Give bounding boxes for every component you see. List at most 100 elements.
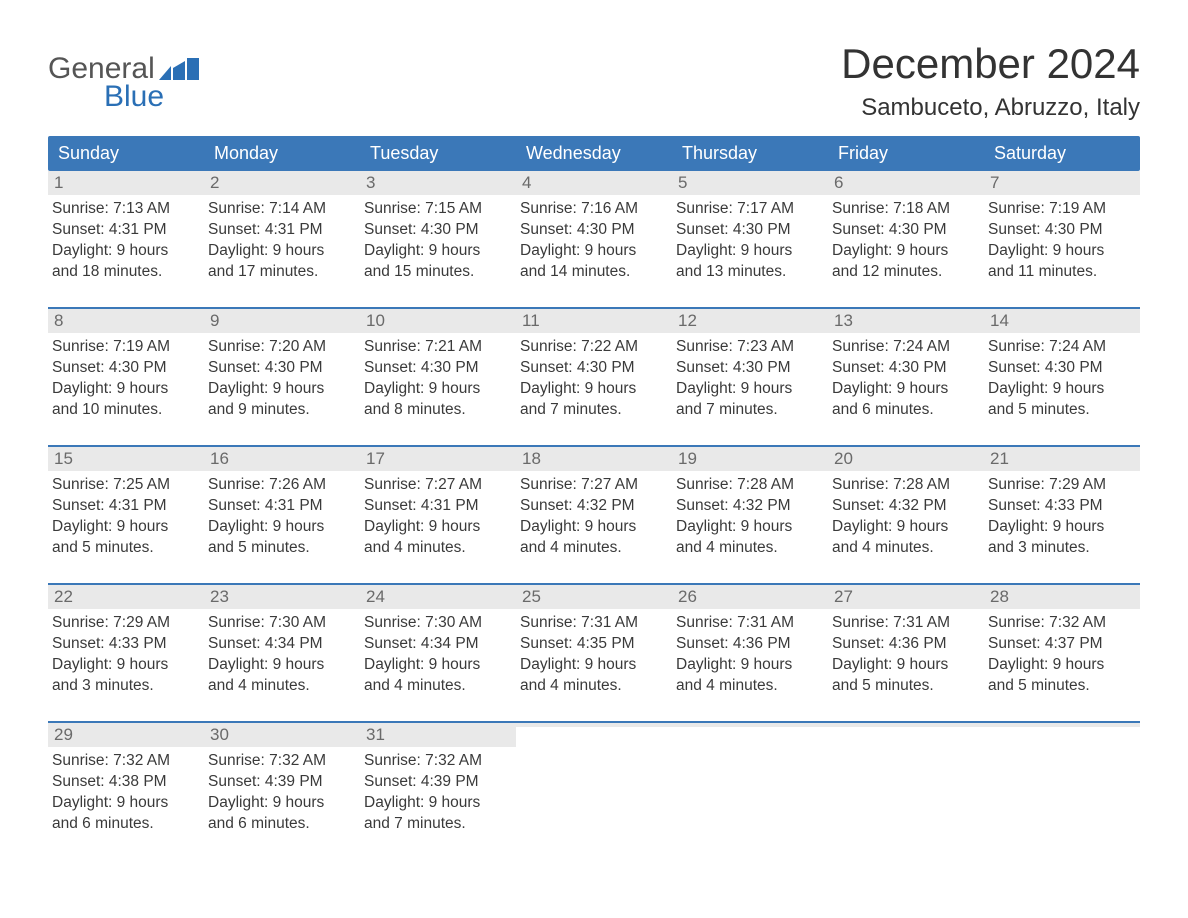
day-content: Sunrise: 7:32 AMSunset: 4:39 PMDaylight:… bbox=[360, 747, 516, 837]
weekday-header: Saturday bbox=[984, 136, 1140, 171]
flag-icon bbox=[159, 58, 199, 80]
weeks-container: 1Sunrise: 7:13 AMSunset: 4:31 PMDaylight… bbox=[48, 171, 1140, 841]
day-number: 7 bbox=[984, 171, 1140, 195]
day-dl1: Daylight: 9 hours bbox=[52, 655, 200, 676]
day-dl2: and 6 minutes. bbox=[52, 814, 200, 835]
day-number: 15 bbox=[48, 447, 204, 471]
day-dl1: Daylight: 9 hours bbox=[52, 793, 200, 814]
day-cell: 4Sunrise: 7:16 AMSunset: 4:30 PMDaylight… bbox=[516, 171, 672, 289]
day-number: 22 bbox=[48, 585, 204, 609]
day-cell: 18Sunrise: 7:27 AMSunset: 4:32 PMDayligh… bbox=[516, 447, 672, 565]
day-dl2: and 10 minutes. bbox=[52, 400, 200, 421]
weekday-header: Friday bbox=[828, 136, 984, 171]
day-content: Sunrise: 7:13 AMSunset: 4:31 PMDaylight:… bbox=[48, 195, 204, 285]
month-title: December 2024 bbox=[841, 40, 1140, 88]
day-sunset: Sunset: 4:30 PM bbox=[988, 358, 1136, 379]
day-cell: 20Sunrise: 7:28 AMSunset: 4:32 PMDayligh… bbox=[828, 447, 984, 565]
location: Sambuceto, Abruzzo, Italy bbox=[841, 94, 1140, 122]
day-dl2: and 4 minutes. bbox=[832, 538, 980, 559]
day-sunset: Sunset: 4:30 PM bbox=[364, 220, 512, 241]
weekday-header: Sunday bbox=[48, 136, 204, 171]
day-dl2: and 7 minutes. bbox=[520, 400, 668, 421]
day-sunrise: Sunrise: 7:32 AM bbox=[364, 751, 512, 772]
day-number: 30 bbox=[204, 723, 360, 747]
weekday-header: Tuesday bbox=[360, 136, 516, 171]
day-sunrise: Sunrise: 7:31 AM bbox=[676, 613, 824, 634]
day-dl1: Daylight: 9 hours bbox=[52, 517, 200, 538]
week-row: 8Sunrise: 7:19 AMSunset: 4:30 PMDaylight… bbox=[48, 307, 1140, 427]
day-sunset: Sunset: 4:36 PM bbox=[832, 634, 980, 655]
day-sunset: Sunset: 4:39 PM bbox=[364, 772, 512, 793]
day-number: 31 bbox=[360, 723, 516, 747]
day-number: 17 bbox=[360, 447, 516, 471]
day-cell: 25Sunrise: 7:31 AMSunset: 4:35 PMDayligh… bbox=[516, 585, 672, 703]
day-content: Sunrise: 7:30 AMSunset: 4:34 PMDaylight:… bbox=[204, 609, 360, 699]
day-content: Sunrise: 7:27 AMSunset: 4:32 PMDaylight:… bbox=[516, 471, 672, 561]
header: General Blue December 2024 Sambuceto, Ab… bbox=[48, 40, 1140, 122]
day-dl1: Daylight: 9 hours bbox=[364, 517, 512, 538]
day-dl1: Daylight: 9 hours bbox=[52, 379, 200, 400]
day-sunrise: Sunrise: 7:31 AM bbox=[832, 613, 980, 634]
day-sunrise: Sunrise: 7:25 AM bbox=[52, 475, 200, 496]
day-sunrise: Sunrise: 7:19 AM bbox=[52, 337, 200, 358]
day-sunrise: Sunrise: 7:21 AM bbox=[364, 337, 512, 358]
day-dl2: and 9 minutes. bbox=[208, 400, 356, 421]
day-content: Sunrise: 7:22 AMSunset: 4:30 PMDaylight:… bbox=[516, 333, 672, 423]
day-sunrise: Sunrise: 7:32 AM bbox=[988, 613, 1136, 634]
day-dl1: Daylight: 9 hours bbox=[208, 793, 356, 814]
day-dl2: and 13 minutes. bbox=[676, 262, 824, 283]
day-sunrise: Sunrise: 7:30 AM bbox=[364, 613, 512, 634]
day-dl1: Daylight: 9 hours bbox=[520, 655, 668, 676]
day-number: 23 bbox=[204, 585, 360, 609]
day-dl2: and 4 minutes. bbox=[520, 538, 668, 559]
day-number: 10 bbox=[360, 309, 516, 333]
day-sunrise: Sunrise: 7:29 AM bbox=[52, 613, 200, 634]
day-dl2: and 5 minutes. bbox=[832, 676, 980, 697]
weekday-header: Monday bbox=[204, 136, 360, 171]
day-sunset: Sunset: 4:30 PM bbox=[988, 220, 1136, 241]
day-content: Sunrise: 7:32 AMSunset: 4:38 PMDaylight:… bbox=[48, 747, 204, 837]
day-sunset: Sunset: 4:39 PM bbox=[208, 772, 356, 793]
day-cell: 1Sunrise: 7:13 AMSunset: 4:31 PMDaylight… bbox=[48, 171, 204, 289]
day-number: 5 bbox=[672, 171, 828, 195]
day-sunset: Sunset: 4:30 PM bbox=[520, 358, 668, 379]
day-cell: 13Sunrise: 7:24 AMSunset: 4:30 PMDayligh… bbox=[828, 309, 984, 427]
day-dl1: Daylight: 9 hours bbox=[676, 655, 824, 676]
day-cell: 27Sunrise: 7:31 AMSunset: 4:36 PMDayligh… bbox=[828, 585, 984, 703]
day-sunset: Sunset: 4:30 PM bbox=[364, 358, 512, 379]
day-cell: 17Sunrise: 7:27 AMSunset: 4:31 PMDayligh… bbox=[360, 447, 516, 565]
day-content: Sunrise: 7:28 AMSunset: 4:32 PMDaylight:… bbox=[828, 471, 984, 561]
day-sunset: Sunset: 4:31 PM bbox=[52, 496, 200, 517]
day-dl2: and 5 minutes. bbox=[988, 676, 1136, 697]
day-dl2: and 4 minutes. bbox=[676, 676, 824, 697]
day-dl1: Daylight: 9 hours bbox=[832, 517, 980, 538]
day-dl2: and 14 minutes. bbox=[520, 262, 668, 283]
day-content: Sunrise: 7:19 AMSunset: 4:30 PMDaylight:… bbox=[48, 333, 204, 423]
day-content: Sunrise: 7:29 AMSunset: 4:33 PMDaylight:… bbox=[984, 471, 1140, 561]
day-cell: 26Sunrise: 7:31 AMSunset: 4:36 PMDayligh… bbox=[672, 585, 828, 703]
day-sunrise: Sunrise: 7:19 AM bbox=[988, 199, 1136, 220]
day-sunset: Sunset: 4:34 PM bbox=[364, 634, 512, 655]
day-dl2: and 5 minutes. bbox=[208, 538, 356, 559]
day-content: Sunrise: 7:21 AMSunset: 4:30 PMDaylight:… bbox=[360, 333, 516, 423]
day-number: 8 bbox=[48, 309, 204, 333]
day-content: Sunrise: 7:28 AMSunset: 4:32 PMDaylight:… bbox=[672, 471, 828, 561]
day-content: Sunrise: 7:17 AMSunset: 4:30 PMDaylight:… bbox=[672, 195, 828, 285]
day-dl1: Daylight: 9 hours bbox=[364, 241, 512, 262]
day-sunset: Sunset: 4:34 PM bbox=[208, 634, 356, 655]
day-dl1: Daylight: 9 hours bbox=[676, 379, 824, 400]
day-number: 12 bbox=[672, 309, 828, 333]
day-dl1: Daylight: 9 hours bbox=[208, 241, 356, 262]
day-content: Sunrise: 7:27 AMSunset: 4:31 PMDaylight:… bbox=[360, 471, 516, 561]
day-content: Sunrise: 7:24 AMSunset: 4:30 PMDaylight:… bbox=[828, 333, 984, 423]
day-content: Sunrise: 7:31 AMSunset: 4:36 PMDaylight:… bbox=[828, 609, 984, 699]
day-number: 11 bbox=[516, 309, 672, 333]
day-cell: 14Sunrise: 7:24 AMSunset: 4:30 PMDayligh… bbox=[984, 309, 1140, 427]
day-sunrise: Sunrise: 7:26 AM bbox=[208, 475, 356, 496]
day-dl1: Daylight: 9 hours bbox=[520, 517, 668, 538]
day-cell: 23Sunrise: 7:30 AMSunset: 4:34 PMDayligh… bbox=[204, 585, 360, 703]
day-dl1: Daylight: 9 hours bbox=[208, 517, 356, 538]
day-cell: 24Sunrise: 7:30 AMSunset: 4:34 PMDayligh… bbox=[360, 585, 516, 703]
day-number: 18 bbox=[516, 447, 672, 471]
day-dl2: and 5 minutes. bbox=[988, 400, 1136, 421]
